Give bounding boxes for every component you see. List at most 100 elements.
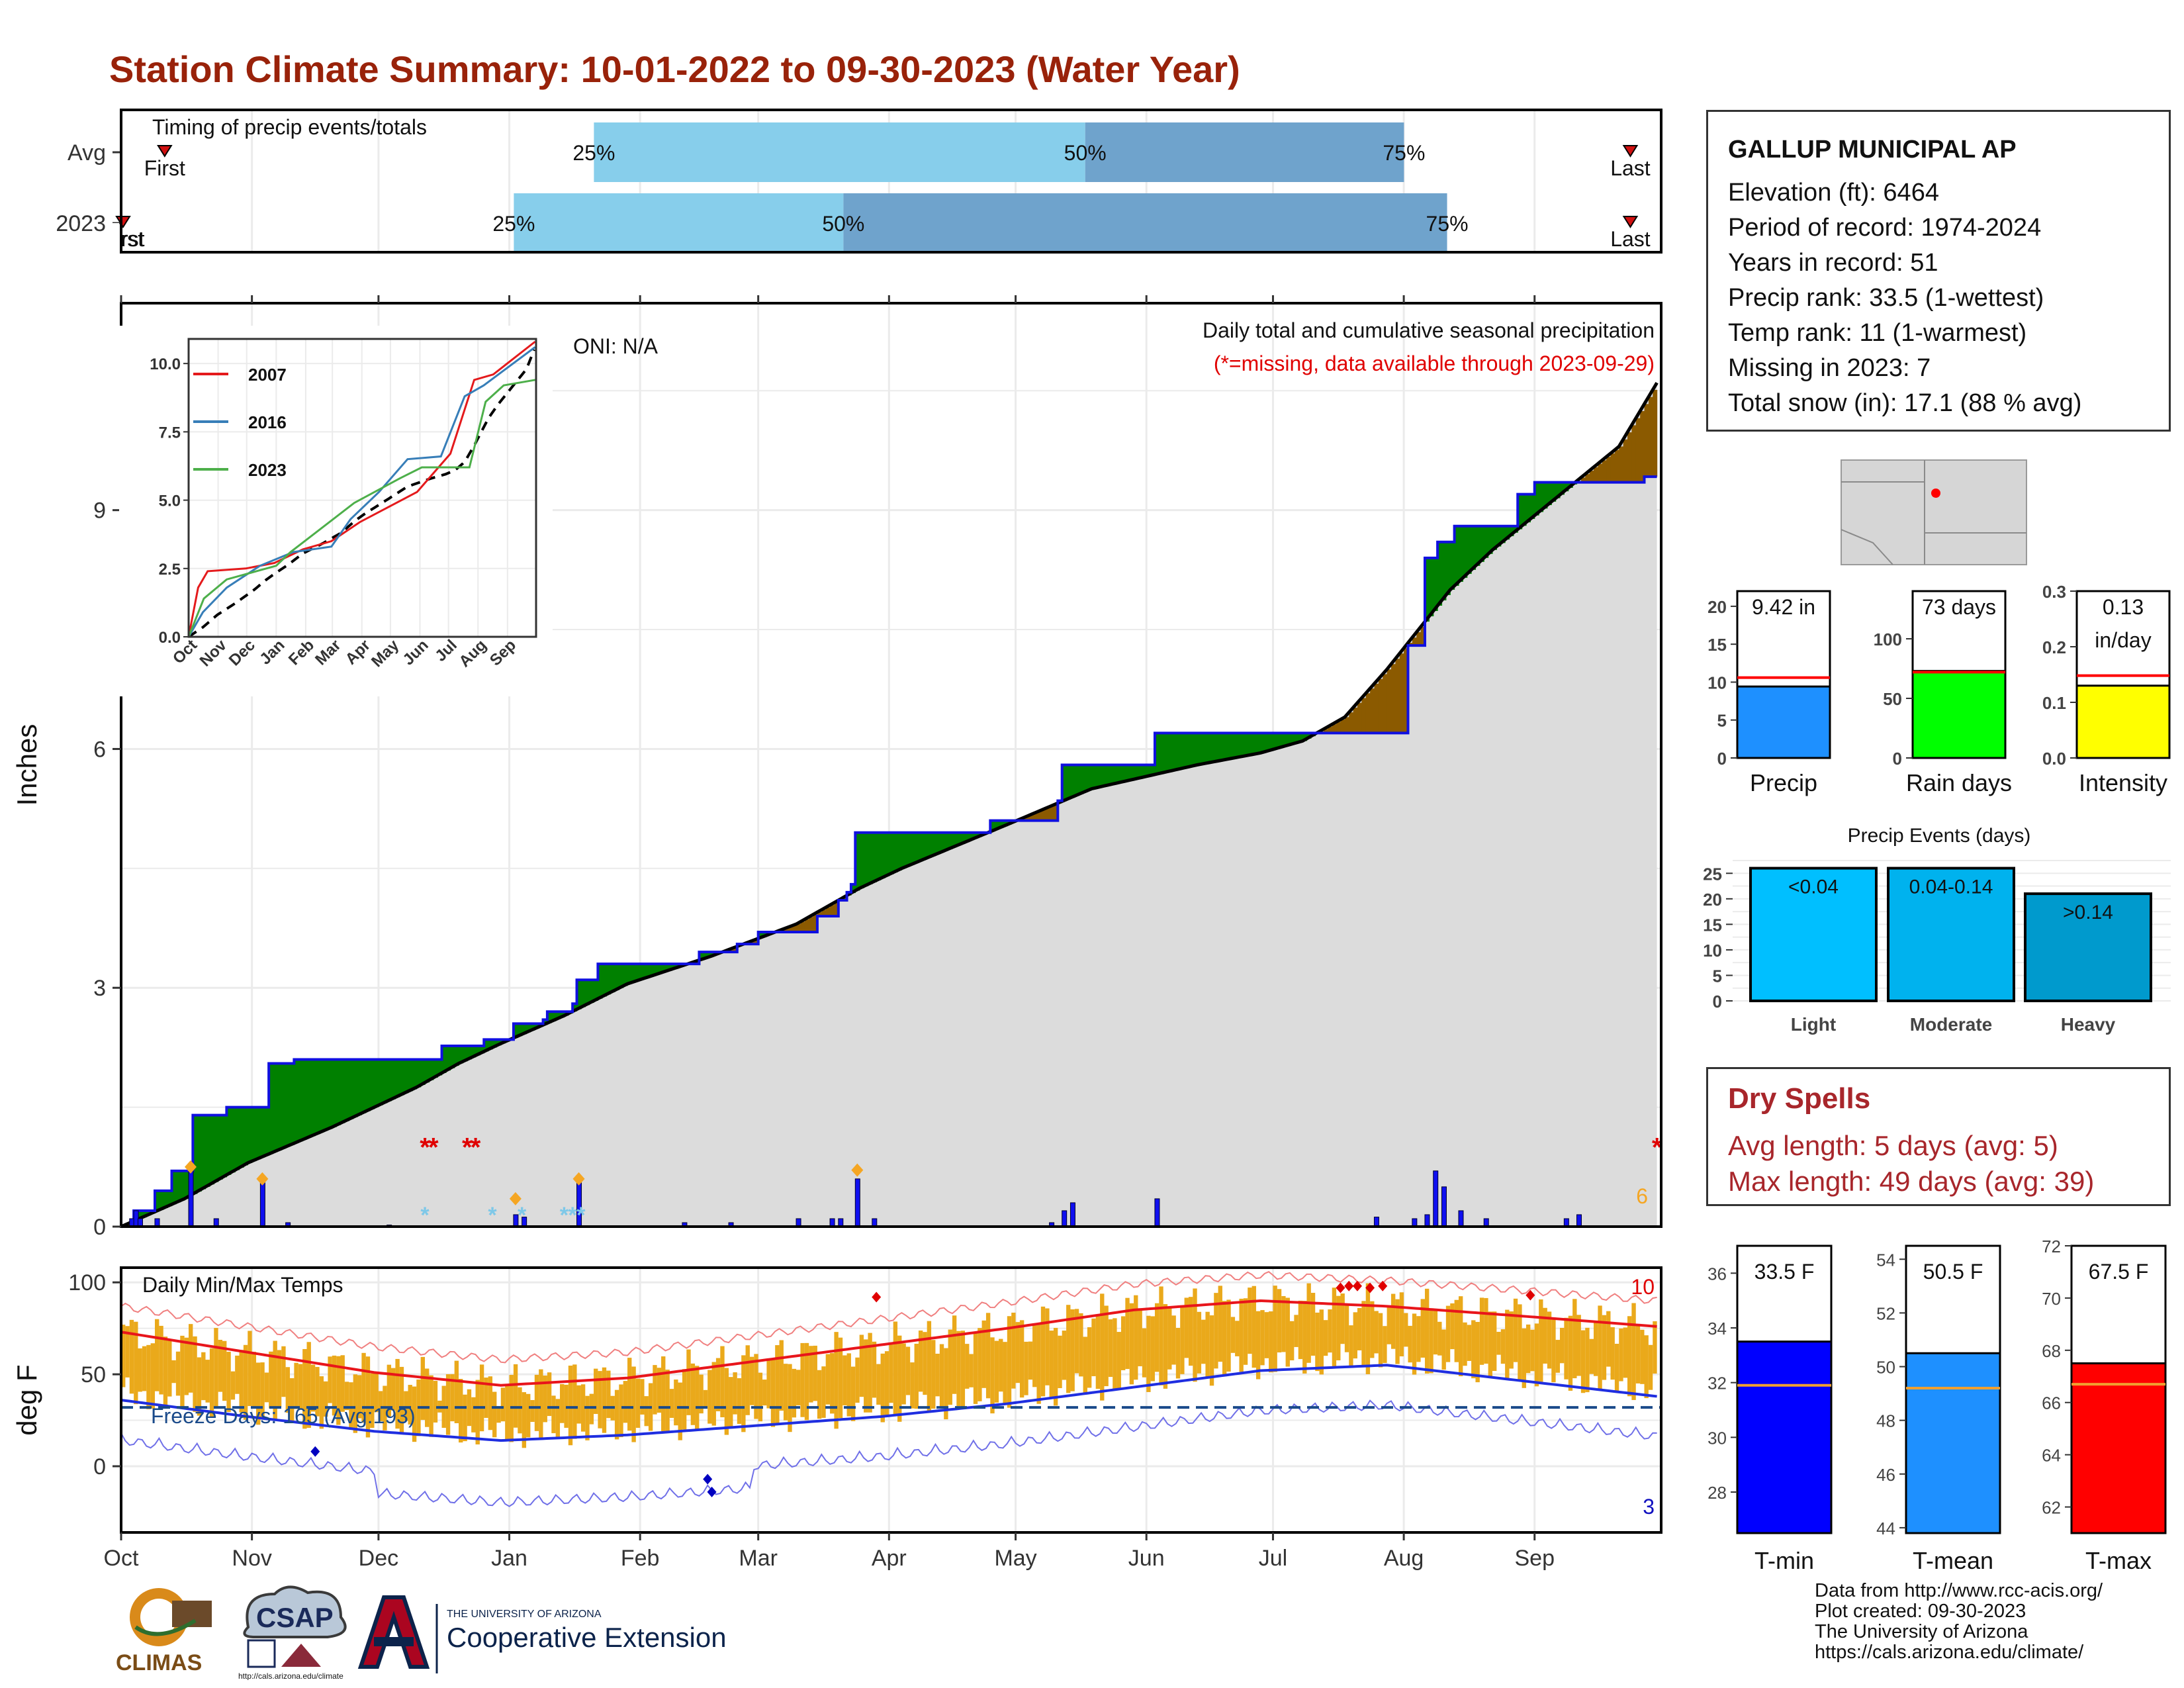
daily-temp-bar [690, 1363, 696, 1425]
timing-header: Timing of precip events/totals [152, 115, 427, 139]
daily-temp-bar [635, 1378, 641, 1428]
daily-temp-bar [783, 1364, 788, 1421]
daily-temp-bar [1205, 1311, 1210, 1378]
daily-temp-bar [985, 1313, 991, 1399]
wetter-fill [665, 964, 670, 972]
daily-temp-bar [395, 1358, 400, 1429]
daily-temp-bar [568, 1365, 573, 1446]
wetter-fill [1113, 765, 1118, 784]
wetter-fill [551, 1011, 557, 1021]
drier-fill [1589, 470, 1594, 483]
temp-ylabel: deg F [11, 1364, 42, 1435]
wetter-fill [243, 1107, 248, 1166]
daily-temp-bar [484, 1378, 488, 1418]
wetter-fill [1255, 733, 1261, 754]
wetter-fill [1479, 526, 1484, 562]
drier-fill [1387, 669, 1392, 733]
wetter-fill [1505, 526, 1510, 540]
wetter-fill [872, 832, 877, 882]
station-location-marker [1931, 489, 1940, 498]
wetter-fill [1273, 733, 1278, 750]
summary-bar-tick-label: 10 [1707, 673, 1727, 692]
dry-spells-box: Dry Spells Avg length: 5 days (avg: 5) M… [1706, 1067, 2171, 1206]
station-elevation: Elevation (ft): 6464 [1728, 179, 1939, 207]
daily-temp-bar [251, 1352, 257, 1408]
snow-day-marker: * [576, 1203, 586, 1228]
daily-temp-bar [193, 1336, 197, 1412]
wetter-fill [669, 964, 674, 970]
record-low-line [120, 1399, 1657, 1507]
daily-temp-bar [445, 1374, 451, 1435]
inset-ytick-label: 2.5 [159, 561, 181, 579]
wetter-fill [1551, 482, 1557, 502]
daily-temp-bar [526, 1393, 531, 1438]
wetter-fill [1488, 526, 1493, 554]
temp-summary-tick-label: 50 [1876, 1358, 1895, 1378]
wetter-fill [758, 932, 763, 939]
wetter-fill [1269, 733, 1274, 751]
daily-temp-bar [163, 1336, 168, 1407]
daily-temp-bar [479, 1364, 484, 1432]
wetter-fill [209, 1115, 214, 1185]
daily-temp-bar [830, 1353, 835, 1414]
daily-temp-bar [1610, 1327, 1615, 1380]
daily-temp-bar [741, 1355, 746, 1432]
daily-temp-bar [1277, 1289, 1282, 1353]
daily-temp-bar [1441, 1329, 1446, 1370]
daily-temp-bar [159, 1325, 163, 1395]
daily-temp-bar [1555, 1340, 1560, 1373]
daily-precip-bar [1441, 1186, 1447, 1227]
inset-legend-label: 2007 [248, 365, 287, 385]
daily-temp-bar [1378, 1313, 1383, 1368]
daily-temp-bar [762, 1380, 767, 1406]
missing-data-marker: * [420, 1133, 430, 1162]
daily-temp-bar [1058, 1335, 1062, 1389]
daily-temp-bar [205, 1360, 210, 1403]
drier-fill [1416, 632, 1422, 646]
wetter-fill [433, 1059, 438, 1078]
wetter-fill [365, 1059, 371, 1111]
daily-temp-bar [1416, 1316, 1421, 1362]
wetter-fill [1543, 482, 1548, 509]
events-bar [1749, 867, 1878, 1002]
daily-temp-bar [978, 1328, 982, 1401]
daily-temp-bar [990, 1337, 995, 1414]
wetter-fill [897, 832, 903, 870]
daily-temp-bar [1289, 1321, 1295, 1361]
wetter-fill [661, 964, 666, 973]
timing-label-mask [66, 223, 119, 253]
drier-fill [1028, 816, 1033, 821]
snow-day-marker: * [488, 1203, 497, 1228]
wetter-fill [285, 1063, 291, 1147]
wetter-fill [640, 964, 645, 980]
daily-temp-bar [1154, 1303, 1160, 1372]
daily-temp-bar [328, 1356, 332, 1403]
daily-temp-bar [1015, 1322, 1020, 1383]
daily-temp-bar [361, 1352, 366, 1423]
daily-temp-bar [674, 1379, 678, 1426]
wetter-fill [1437, 541, 1443, 606]
timing-p25-label: 25% [572, 141, 615, 165]
wetter-fill [1104, 765, 1109, 786]
daily-temp-bar [121, 1325, 126, 1387]
drier-fill [1580, 477, 1586, 483]
wetter-fill [273, 1063, 278, 1152]
wetter-fill [1239, 733, 1244, 757]
daily-temp-bar [1332, 1288, 1337, 1366]
daily-temp-bar [788, 1364, 792, 1432]
summary-bar-tick-label: 0.0 [2042, 749, 2066, 769]
wetter-fill [459, 1046, 464, 1064]
daily-temp-bar [1627, 1316, 1632, 1397]
wetter-fill [1445, 541, 1451, 595]
temp-panel-border [120, 1266, 1662, 1534]
summary-bar-value: 9.42 in [1752, 595, 1815, 619]
daily-temp-bar [1226, 1299, 1231, 1372]
wetter-fill [467, 1046, 472, 1060]
daily-temp-bar [1547, 1311, 1552, 1369]
wetter-fill [1429, 557, 1434, 617]
daily-temp-bar [1222, 1301, 1227, 1376]
wetter-fill [1159, 733, 1164, 774]
wetter-fill [931, 832, 936, 857]
record-high-marker [1352, 1280, 1362, 1291]
wetter-fill [1463, 526, 1468, 578]
